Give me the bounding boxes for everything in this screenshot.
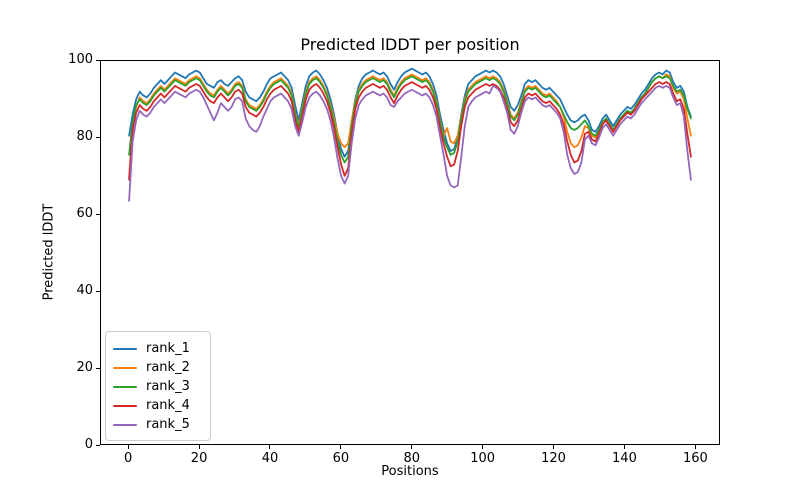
legend-line-sample-rank_3	[113, 385, 137, 388]
y-tick-label-20: 20	[76, 360, 93, 375]
series-line-rank_5	[128, 84, 692, 202]
x-tick-label-120: 120	[541, 451, 566, 466]
y-tick-label-60: 60	[76, 206, 93, 221]
legend-line-sample-rank_2	[113, 366, 137, 369]
x-tick-label-60: 60	[332, 451, 350, 466]
chart-title: Predicted lDDT per position	[300, 35, 520, 54]
x-tick-label-40: 40	[261, 451, 279, 466]
series-line-rank_3	[128, 75, 692, 164]
legend-label-rank_3: rank_3	[146, 379, 190, 394]
x-tick-mark-60	[340, 445, 342, 449]
x-tick-label-0: 0	[124, 451, 133, 466]
y-tick-mark-40	[96, 290, 100, 292]
legend-line-sample-rank_5	[113, 423, 137, 426]
x-tick-label-20: 20	[190, 451, 208, 466]
legend-item-rank_1: rank_1	[113, 339, 201, 358]
x-tick-label-100: 100	[470, 451, 496, 466]
x-tick-mark-80	[411, 445, 413, 449]
y-tick-label-0: 0	[84, 437, 93, 452]
y-tick-label-80: 80	[76, 129, 93, 144]
legend-label-rank_4: rank_4	[146, 398, 190, 413]
x-tick-label-140: 140	[612, 451, 637, 466]
line-chart-svg	[128, 67, 692, 202]
x-tick-label-80: 80	[403, 451, 421, 466]
series-line-rank_1	[128, 67, 692, 158]
y-tick-label-100: 100	[68, 52, 93, 67]
x-axis-label: Positions	[381, 464, 439, 479]
legend-label-rank_2: rank_2	[146, 360, 190, 375]
legend-item-rank_3: rank_3	[113, 377, 201, 396]
legend-label-rank_5: rank_5	[146, 417, 190, 432]
y-tick-mark-60	[96, 213, 100, 215]
y-tick-mark-20	[96, 367, 100, 369]
x-tick-mark-100	[482, 445, 484, 449]
x-tick-mark-140	[623, 445, 625, 449]
x-tick-mark-120	[553, 445, 555, 449]
x-tick-mark-40	[269, 445, 271, 449]
legend-line-sample-rank_1	[113, 347, 137, 350]
legend-item-rank_5: rank_5	[113, 415, 201, 434]
y-tick-label-40: 40	[76, 283, 93, 298]
legend: rank_1 rank_2 rank_3 rank_4 rank_5	[105, 331, 211, 441]
legend-item-rank_2: rank_2	[113, 358, 201, 377]
y-tick-mark-80	[96, 136, 100, 138]
legend-line-sample-rank_4	[113, 404, 137, 407]
x-tick-mark-20	[198, 445, 200, 449]
series-line-rank_4	[128, 81, 692, 181]
legend-label-rank_1: rank_1	[146, 341, 190, 356]
legend-item-rank_4: rank_4	[113, 396, 201, 415]
y-axis-label: Predicted lDDT	[41, 203, 57, 301]
x-tick-mark-0	[127, 445, 129, 449]
y-tick-mark-100	[96, 59, 100, 61]
x-tick-mark-160	[694, 445, 696, 449]
y-tick-mark-0	[96, 444, 100, 446]
x-tick-label-160: 160	[682, 451, 708, 466]
